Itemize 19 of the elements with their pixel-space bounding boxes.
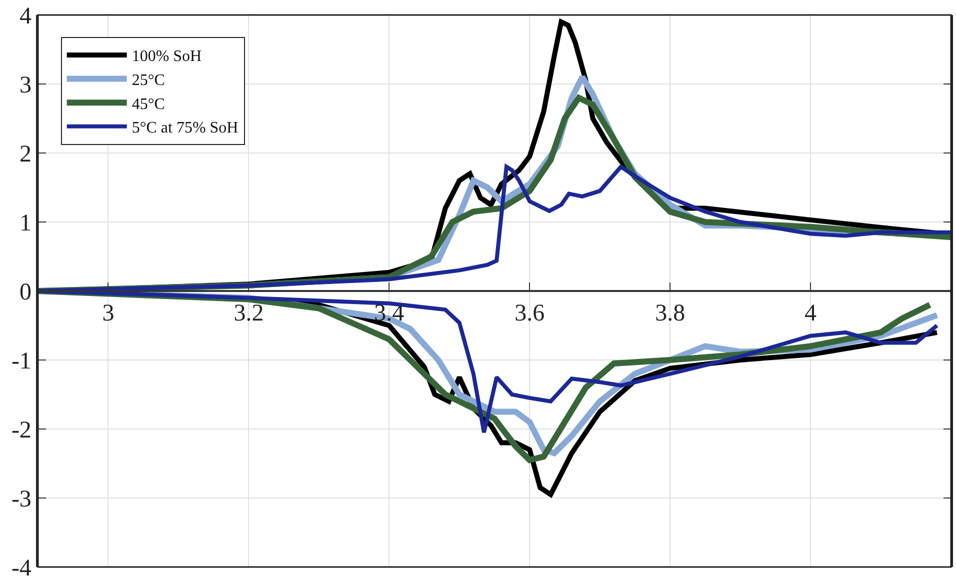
legend-label: 25°C — [132, 72, 165, 90]
y-tick-label: -2 — [11, 417, 32, 444]
y-tick-label: -4 — [11, 555, 32, 582]
y-tick-label: 3 — [19, 72, 32, 98]
y-tick-label: -1 — [11, 348, 32, 374]
y-tick-label: 1 — [19, 210, 32, 236]
x-tick-label: 3 — [102, 300, 114, 327]
x-tick-label: 4 — [804, 300, 817, 327]
y-tick-label: 2 — [19, 141, 32, 168]
x-tick-label: 3.8 — [655, 300, 686, 327]
legend-label: 100% SoH — [132, 48, 202, 66]
legend-label: 5°C at 75% SoH — [132, 120, 239, 137]
y-tick-label: 4 — [19, 3, 32, 30]
x-tick-label: 3.2 — [234, 300, 264, 327]
x-tick-label: 3.4 — [374, 300, 404, 327]
x-tick-label: 3.6 — [514, 300, 545, 327]
y-tick-label: -3 — [11, 486, 32, 512]
y-tick-label: 0 — [19, 279, 32, 306]
legend-label: 45°C — [132, 96, 165, 113]
